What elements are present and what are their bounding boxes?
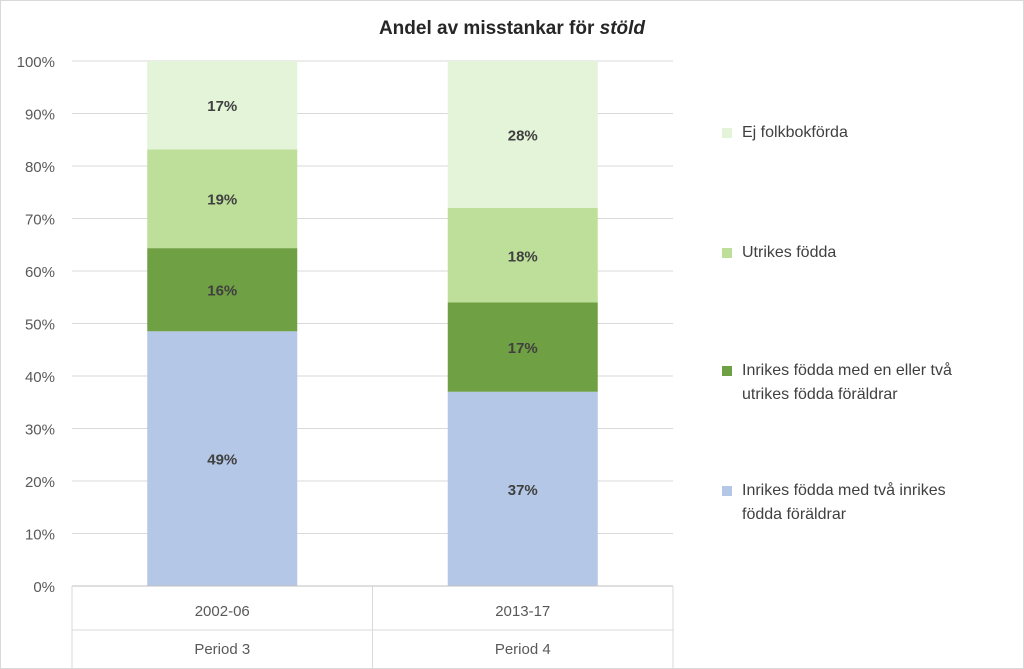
legend-item: Inrikes födda med en eller två utrikes f… bbox=[722, 362, 982, 407]
y-tick-label: 50% bbox=[25, 317, 55, 334]
x-tick-label: 2002-06 bbox=[195, 603, 250, 620]
legend-label: Inrikes födda med en eller två utrikes f… bbox=[742, 362, 952, 403]
y-tick-label: 60% bbox=[25, 264, 55, 281]
data-label: 16% bbox=[207, 283, 237, 300]
y-tick-label: 70% bbox=[25, 212, 55, 229]
chart-title: Andel av misstankar för stöld bbox=[379, 18, 645, 39]
axis: 0% 10% 20% 30% 40% 50% 60% 70% 80% 90% 100% 2002-06… bbox=[17, 54, 674, 669]
x-group-label: Period 3 bbox=[194, 641, 250, 658]
chart-title-italic: stöld bbox=[600, 18, 646, 39]
bar-segment bbox=[447, 391, 598, 586]
legend-item: Inrikes födda med två inrikes födda förä… bbox=[722, 482, 982, 527]
legend-label: Utrikes födda bbox=[742, 244, 837, 261]
data-label: 17% bbox=[508, 340, 538, 357]
data-label: 19% bbox=[207, 192, 237, 209]
y-tick-label: 10% bbox=[25, 527, 55, 544]
data-label: 49% bbox=[207, 452, 237, 469]
bar-segment bbox=[447, 61, 598, 208]
x-tick-label: 2013-17 bbox=[495, 603, 550, 620]
data-label: 28% bbox=[508, 128, 538, 145]
y-tick-label: 0% bbox=[33, 579, 55, 596]
bar-segment bbox=[447, 208, 598, 303]
legend-swatch bbox=[722, 486, 732, 496]
y-tick-label: 80% bbox=[25, 159, 55, 176]
legend-label: Inrikes födda med två inrikes födda förä… bbox=[742, 482, 946, 523]
y-tick-label: 20% bbox=[25, 474, 55, 491]
x-group-label: Period 4 bbox=[495, 641, 551, 658]
legend-item: Ej folkbokförda bbox=[722, 124, 982, 145]
data-label: 37% bbox=[508, 482, 538, 499]
chart-title-main: Andel av misstankar för bbox=[379, 18, 600, 39]
bar-segment bbox=[447, 302, 598, 392]
legend-swatch bbox=[722, 366, 732, 376]
data-label: 17% bbox=[207, 98, 237, 115]
bar-segment bbox=[147, 331, 298, 586]
legend-swatch bbox=[722, 128, 732, 138]
bar-segment bbox=[147, 149, 298, 249]
legend: Ej folkbokförda Utrikes födda Inrikes född… bbox=[722, 0, 1012, 669]
bar-segment bbox=[147, 248, 298, 332]
legend-item: Utrikes födda bbox=[722, 244, 982, 265]
legend-swatch bbox=[722, 248, 732, 258]
y-tick-label: 40% bbox=[25, 369, 55, 386]
y-tick-label: 30% bbox=[25, 422, 55, 439]
y-tick-label: 100% bbox=[17, 54, 55, 71]
bar-segment bbox=[147, 61, 298, 150]
bars: 49% 16% 19% 17% 37% 17% 18% 28% bbox=[147, 61, 598, 586]
data-label: 18% bbox=[508, 248, 538, 265]
legend-label: Ej folkbokförda bbox=[742, 124, 848, 141]
y-tick-label: 90% bbox=[25, 107, 55, 124]
